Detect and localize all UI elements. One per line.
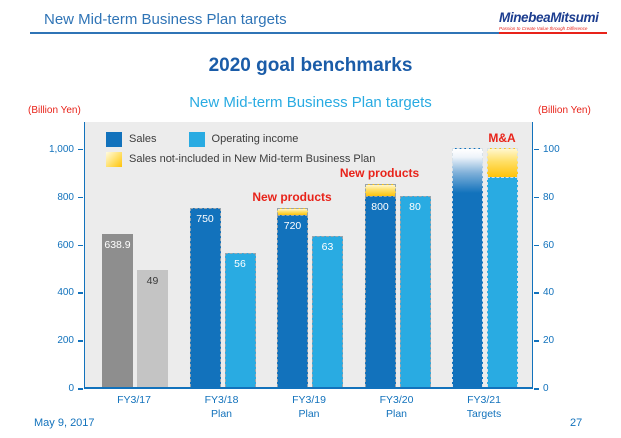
operating-income-segment-fy3-17 <box>137 269 168 387</box>
right-axis-tick <box>534 388 539 390</box>
right-axis-tick-label: 80 <box>543 191 555 203</box>
sales-bar-fy3-18: 750 <box>189 207 221 387</box>
logo-rule <box>499 32 607 34</box>
left-axis-tick <box>78 292 83 294</box>
legend-swatch-sales <box>106 131 122 147</box>
right-axis-tick-label: 40 <box>543 287 555 299</box>
chart-title: New Mid-term Business Plan targets <box>189 94 432 111</box>
left-axis-tick <box>78 196 83 199</box>
legend-swatch-sales-not-included <box>106 151 122 167</box>
right-axis-tick <box>534 196 539 199</box>
left-axis-tick <box>78 340 83 342</box>
left-axis-tick <box>78 148 83 151</box>
chart-legend: Sales Operating income Sales not-include… <box>106 129 375 169</box>
operating-income-bar-fy3-19: 63 <box>312 236 343 387</box>
operating-income-value-label: 63 <box>321 241 334 254</box>
sales-bar-fy3-21 <box>452 147 483 387</box>
left-axis-tick <box>78 388 83 390</box>
left-axis-tick-label: 1,000 <box>48 143 74 155</box>
page-title: 2020 goal benchmarks <box>208 55 413 76</box>
left-axis-tick-label: 400 <box>57 287 74 299</box>
sales-bar-segment-fy3-17 <box>102 234 133 387</box>
sales-bar-segment-fy3-20 <box>364 195 396 387</box>
sales-bar-segment-fy3-19 <box>277 214 308 387</box>
legend-label-sales-not-included: Sales not-included in New Mid-term Busin… <box>129 153 376 165</box>
left-axis-tick-label: 600 <box>57 239 74 251</box>
legend-label-sales: Sales <box>129 133 157 145</box>
annotation-new-products: New products <box>252 189 332 204</box>
left-axis-tick-label: 0 <box>68 383 74 394</box>
page-number: 27 <box>570 417 583 429</box>
operating-income-segment-fy3-19 <box>312 236 343 387</box>
sales-value-label: 638.9 <box>104 239 131 252</box>
sales-value-label: 720 <box>283 219 302 232</box>
right-axis-tick-label: 60 <box>543 239 555 251</box>
operating-income-bar-fy3-21 <box>487 147 518 387</box>
right-axis-tick-label: 20 <box>543 335 555 347</box>
legend-swatch-operating-income <box>188 131 205 147</box>
logo-tagline: Passion to Create Value through Differen… <box>499 26 588 31</box>
sales-extra-segment-fy3-19 <box>277 207 308 215</box>
left-axis-tick <box>78 244 83 247</box>
sales-value-label: 750 <box>196 212 214 225</box>
x-axis-label-fy3-20: FY3/20 Plan <box>379 394 414 420</box>
sales-bar-segment-fy3-18 <box>189 207 221 387</box>
left-axis-unit: (Billion Yen) <box>28 105 81 116</box>
right-axis-tick <box>534 148 539 151</box>
right-axis-tick-label: 0 <box>543 383 549 394</box>
sales-bar-fy3-19: 720 <box>277 207 308 387</box>
header-title: New Mid-term Business Plan targets <box>44 11 287 28</box>
logo-wordmark: MinebeaMitsumi <box>499 10 599 25</box>
operating-income-value-label: 56 <box>234 258 246 271</box>
sales-bar-fy3-20: 800 <box>364 183 396 387</box>
right-axis-tick-label: 100 <box>543 143 560 155</box>
sales-extra-segment-fy3-20 <box>364 183 396 196</box>
x-axis-label-fy3-19: FY3/19 Plan <box>292 394 326 420</box>
legend-label-operating-income: Operating income <box>211 133 299 145</box>
footer-date: May 9, 2017 <box>34 417 95 429</box>
operating-income-extra-segment-fy3-21 <box>487 147 518 177</box>
right-axis-unit: (Billion Yen) <box>538 105 591 116</box>
left-axis-tick-label: 800 <box>57 191 74 203</box>
sales-value-label: 800 <box>371 200 389 213</box>
operating-income-bar-fy3-17: 49 <box>137 269 168 387</box>
annotation-m-and-a: M&A <box>488 130 516 145</box>
company-logo: MinebeaMitsumi Passion to Create Value t… <box>499 10 611 34</box>
x-axis-label-fy3-18: FY3/18 Plan <box>204 394 239 420</box>
right-axis-tick <box>534 244 539 247</box>
header-rule <box>30 32 522 34</box>
operating-income-value-label: 80 <box>409 200 421 213</box>
operating-income-bar-fy3-18: 56 <box>224 253 256 387</box>
plot-area: Sales Operating income Sales not-include… <box>84 122 533 389</box>
sales-bar-fy3-17: 638.9 <box>102 234 133 387</box>
right-axis-tick <box>534 292 539 294</box>
left-axis-tick-label: 200 <box>57 335 74 347</box>
operating-income-segment-fy3-21 <box>487 176 518 387</box>
x-axis-label-fy3-21: FY3/21 Targets <box>466 394 502 420</box>
sales-bar-segment-fy3-21 <box>452 147 483 387</box>
operating-income-segment-fy3-18 <box>224 253 256 387</box>
x-axis-label-fy3-17: FY3/17 <box>117 394 151 406</box>
right-axis-tick <box>534 340 539 342</box>
operating-income-bar-fy3-20: 80 <box>399 195 431 387</box>
operating-income-segment-fy3-20 <box>399 195 431 387</box>
operating-income-value-label: 49 <box>146 274 159 287</box>
annotation-new-products: New products <box>339 165 420 180</box>
